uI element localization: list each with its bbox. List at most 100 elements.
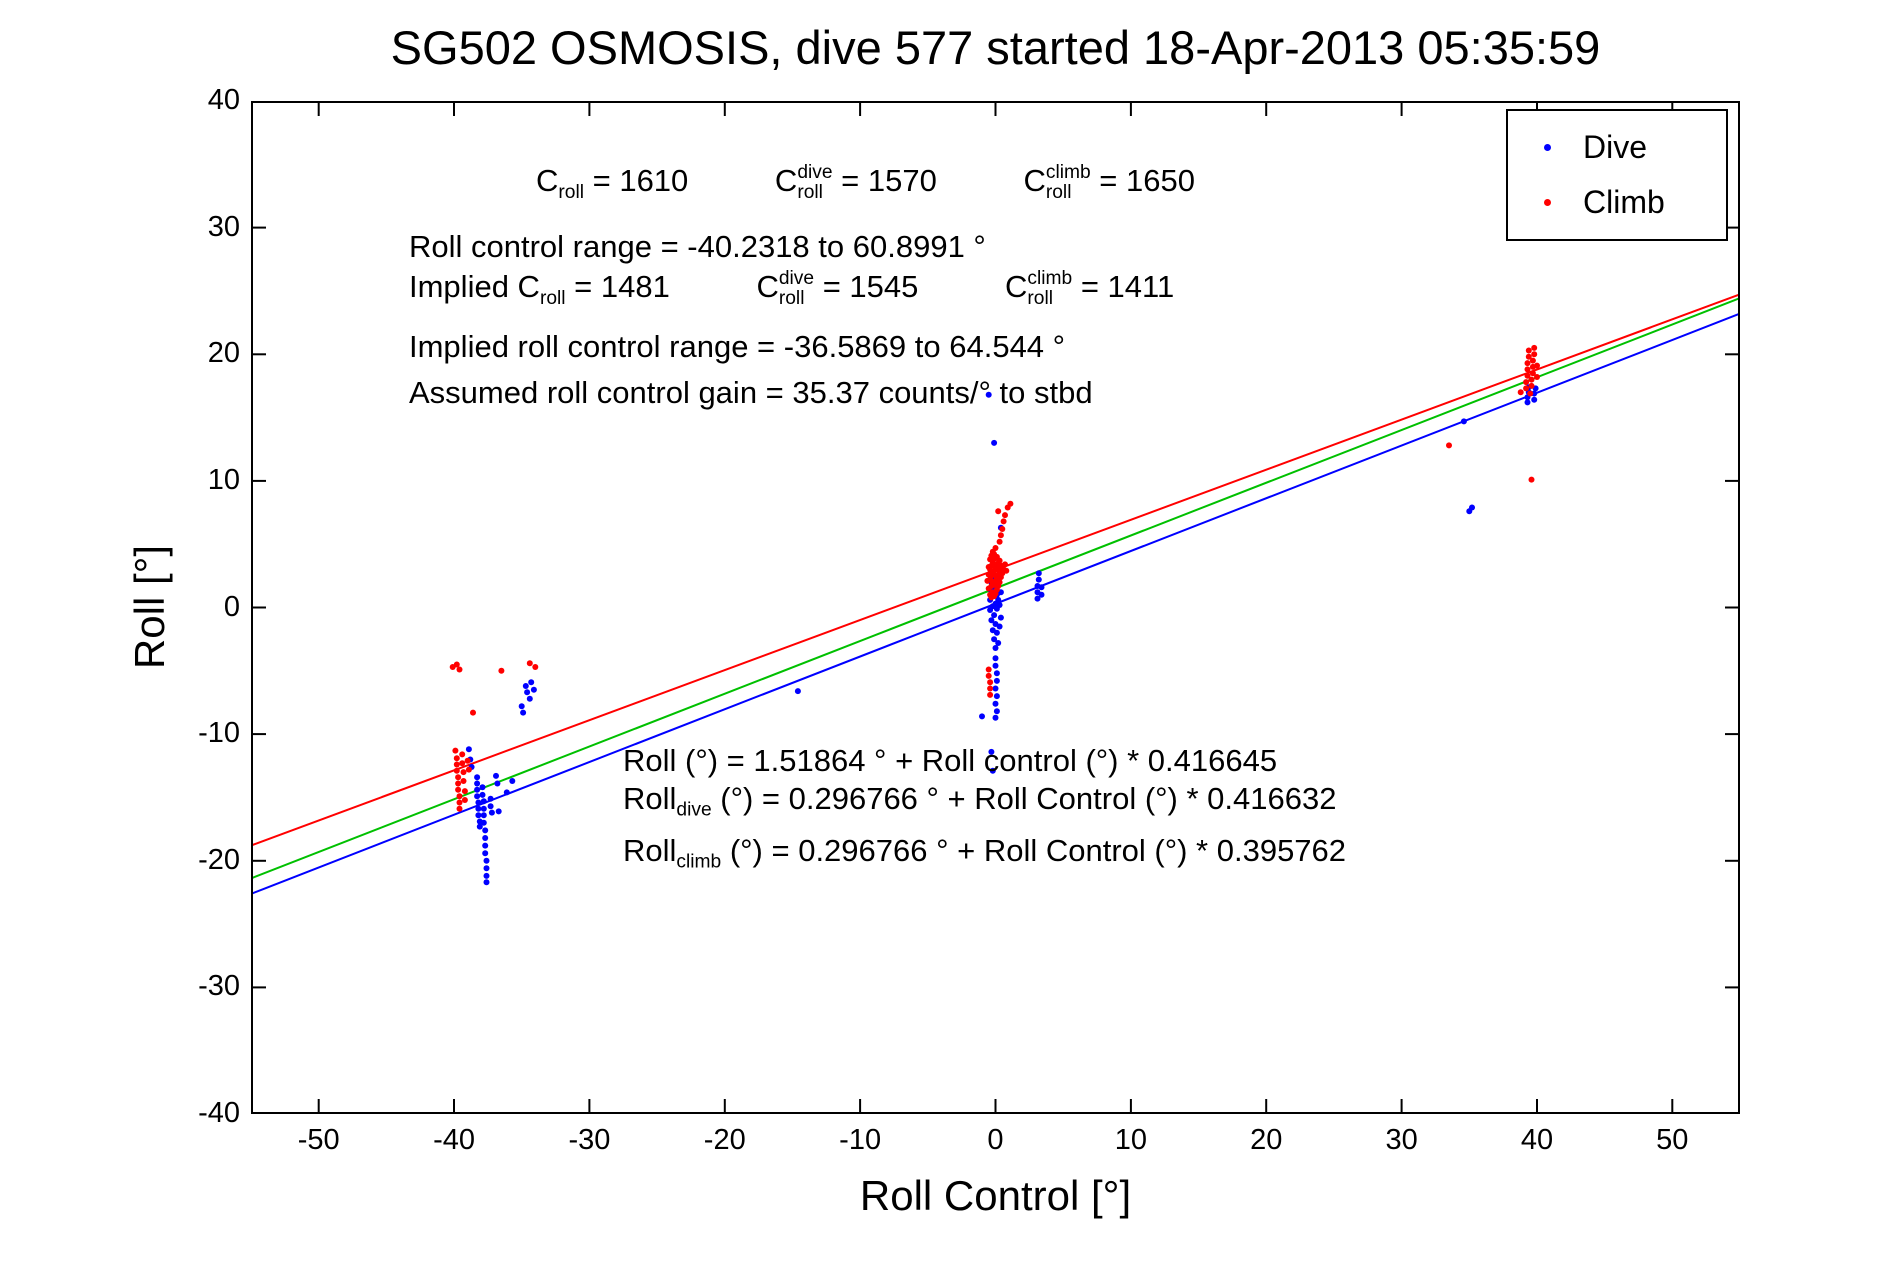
scatter-point [455,786,462,793]
scatter-point [493,772,499,779]
scatter-point [482,827,489,834]
scatter-point [522,683,529,689]
scatter-point [1000,518,1007,525]
equation-rest: (°) = 1.51864 ° + Roll control (°) * 0.4… [676,743,1278,778]
scatter-point [483,865,490,872]
x-tick-label: -20 [703,1124,746,1156]
scatter-point [992,714,999,721]
legend-item-dive: Dive [1544,129,1726,166]
scatter-point [482,835,489,841]
legend-item-climb: Climb [1544,184,1726,221]
scatter-point [1003,567,1010,574]
term-value: = 1570 [832,163,937,198]
scatter-point [470,709,476,716]
x-tick-label: -30 [568,1124,611,1156]
scatter-point [526,660,533,667]
y-tick-label: 30 [207,210,240,243]
scatter-point [1531,351,1538,358]
annotation-roll-range: Roll control range = -40.2318 to 60.8991… [409,229,986,264]
scatter-point [1524,360,1531,367]
scatter-point [996,557,1003,564]
equation-rest: (°) = 0.296766 ° + Roll Control (°) * 0.… [721,833,1347,868]
legend: Dive Climb [1506,109,1728,241]
scatter-point [459,751,466,758]
scatter-point [996,538,1003,545]
scatter-point [453,761,460,768]
annotation-fit-equation-climb: Rollclimb (°) = 0.296766 ° + Roll Contro… [623,833,1346,874]
scatter-point [1035,576,1042,583]
scatter-point [1035,570,1042,577]
scatter-point [1038,591,1045,598]
scatter-point [1524,399,1531,406]
scatter-point [993,708,1000,715]
scatter-point [474,786,481,793]
scatter-point [483,872,490,879]
term-sup: climb [1045,162,1091,184]
term-value: = 1481 [565,269,670,304]
term-base: C [1023,163,1046,198]
scatter-point [483,857,490,864]
scatter-point [992,700,999,707]
scatter-point [992,645,999,651]
scatter-point [459,760,466,767]
scatter-point [985,666,992,673]
scatter-point [498,667,505,674]
scatter-point [1534,374,1540,380]
term-script: climb roll [1046,163,1091,203]
scatter-point [456,805,463,812]
annotation-gain: Assumed roll control gain = 35.37 counts… [409,375,1093,410]
scatter-point [1469,504,1475,511]
term-sup: dive [778,268,815,290]
scatter-point [995,508,1002,515]
term-script: roll [540,269,566,309]
x-tick-label: 40 [1520,1124,1554,1156]
climb-series-points [449,344,1540,812]
scatter-point [480,798,487,805]
scatter-point [794,688,801,695]
y-tick-label: -20 [198,843,240,876]
scatter-point [475,812,482,819]
scatter-point [991,636,998,643]
scatter-point [461,788,468,795]
scatter-point [482,850,489,857]
scatter-point [528,679,535,686]
scatter-point [997,614,1004,621]
legend-label-climb: Climb [1583,184,1665,220]
scatter-point [455,780,462,787]
term-base: C [774,163,798,198]
scatter-point [1529,357,1536,364]
equation-rest: (°) = 0.296766 ° + Roll Control (°) * 0.… [711,781,1337,816]
scatter-canvas [250,100,1741,1115]
x-axis-label: Roll Control [°] [859,1172,1132,1219]
scatter-point [1528,382,1535,389]
plot-svg [250,100,1741,1115]
scatter-point [995,596,1002,603]
term-script: roll [558,163,584,203]
scatter-point [476,823,483,830]
y-tick-label: -10 [198,717,240,750]
scatter-point [993,670,1000,677]
scatter-point [987,691,994,698]
term-value: = 1411 [1072,269,1175,304]
scatter-point [995,640,1002,646]
scatter-point [1002,512,1008,519]
term-sub: roll [1027,287,1054,309]
scatter-point [456,793,463,800]
scatter-point [991,439,998,446]
scatter-point [1523,379,1530,386]
scatter-point [480,812,487,819]
scatter-point [1524,366,1531,373]
scatter-point [487,795,494,802]
scatter-point [999,526,1006,532]
scatter-point [997,532,1004,539]
scatter-point [987,685,994,692]
term-sub: roll [558,181,584,203]
term-sub: roll [1045,181,1072,203]
scatter-point [482,842,489,849]
scatter-point [480,805,487,812]
scatter-point [474,774,481,781]
scatter-point [520,709,527,716]
